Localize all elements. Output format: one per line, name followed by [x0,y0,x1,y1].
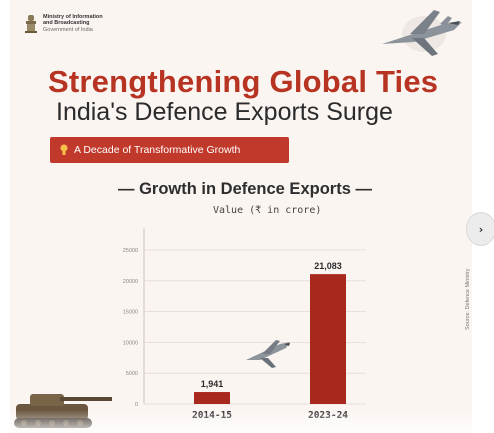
bar-chart: 0 5000 10000 15000 20000 25000 1,941 21,083 20… [96,222,386,427]
tank-icon [10,370,118,433]
y-tick-label: 25000 [123,248,138,254]
y-tick-label: 5000 [126,371,138,377]
bars: 1,941 21,083 [194,261,346,404]
source-note: Source: Defence Ministry [465,269,471,330]
x-tick-label: 2014-15 [192,410,232,421]
chart-title: — Growth in Defence Exports — [118,180,372,199]
y-axis: 0 5000 10000 15000 20000 25000 [123,248,138,408]
tagline-text: A Decade of Transformative Growth [74,144,240,156]
main-subtitle: India's Defence Exports Surge [56,98,393,127]
x-axis: 2014-15 2023-24 [192,410,348,421]
y-axis-label: Value (₹ in crore) [213,205,321,216]
next-slide-button[interactable]: › [466,212,494,246]
data-label: 1,941 [201,379,224,389]
fighter-jet-icon [374,4,466,62]
x-tick-label: 2023-24 [308,410,348,421]
lightbulb-icon [60,144,68,156]
y-tick-label: 10000 [123,340,138,346]
y-tick-label: 20000 [123,279,138,285]
government-name: Government of India [43,27,103,33]
national-emblem-icon [24,14,38,34]
jet-illustration-icon [246,340,290,368]
ministry-header: Ministry of Information and Broadcasting… [24,14,103,34]
y-tick-label: 0 [135,402,138,408]
data-label: 21,083 [314,261,342,271]
infographic: Ministry of Information and Broadcasting… [10,0,472,433]
tagline-badge: A Decade of Transformative Growth [50,137,289,163]
bar [194,392,230,404]
chevron-right-icon: › [479,223,484,236]
y-tick-label: 15000 [123,310,138,316]
main-title: Strengthening Global Ties [48,64,438,100]
bar [310,274,346,404]
